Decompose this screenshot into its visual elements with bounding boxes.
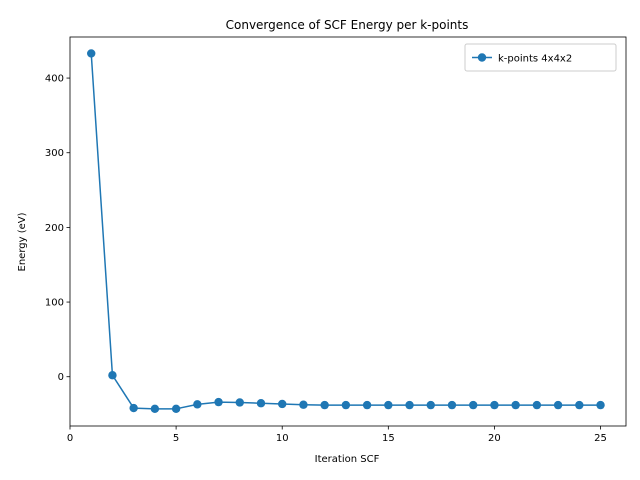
x-axis: 0 5 10 15 20 25 [67, 426, 607, 444]
x-tick-label: 25 [594, 433, 607, 444]
data-point [129, 403, 138, 413]
data-point [575, 400, 584, 410]
x-tick-label: 10 [276, 433, 289, 444]
data-point [532, 400, 542, 410]
data-point [256, 399, 266, 408]
data-point [596, 400, 605, 410]
data-point [214, 397, 223, 407]
x-tick-label: 15 [382, 433, 395, 444]
x-tick-label: 20 [488, 433, 501, 444]
data-point [405, 400, 414, 410]
data-point [384, 400, 393, 410]
series-line [90, 53, 601, 410]
data-point [469, 400, 478, 410]
data-point [87, 49, 96, 58]
legend-label: k-points 4x4x2 [498, 54, 572, 65]
data-point [278, 399, 287, 409]
legend: k-points 4x4x2 [464, 43, 617, 72]
y-axis-label: Energy (eV) [17, 212, 28, 271]
data-point [511, 400, 520, 410]
data-point [299, 400, 308, 409]
x-axis-label: Iteration SCF [315, 454, 380, 465]
y-tick-label: 0 [58, 372, 64, 383]
x-tick-label: 5 [173, 433, 179, 444]
plot-frame [69, 36, 627, 427]
data-point [341, 400, 351, 410]
y-tick-label: 400 [45, 74, 64, 85]
data-point [235, 398, 244, 407]
data-point [171, 404, 181, 414]
plot-area [69, 36, 627, 427]
data-point [320, 400, 329, 410]
data-point [426, 400, 435, 410]
x-tick-label: 0 [67, 433, 73, 444]
data-point [362, 400, 372, 410]
y-tick-label: 200 [45, 223, 64, 234]
data-point [447, 400, 457, 410]
data-point [490, 400, 499, 410]
data-point [150, 404, 160, 414]
chart-title: Convergence of SCF Energy per k-points [226, 18, 469, 32]
data-point [108, 371, 117, 380]
y-tick-label: 100 [45, 298, 64, 309]
legend-marker [477, 53, 487, 62]
legend-box [464, 43, 617, 72]
data-point [553, 400, 563, 410]
y-tick-label: 300 [45, 148, 64, 159]
y-axis: 0 100 200 300 400 [45, 74, 70, 383]
data-point [193, 400, 202, 409]
